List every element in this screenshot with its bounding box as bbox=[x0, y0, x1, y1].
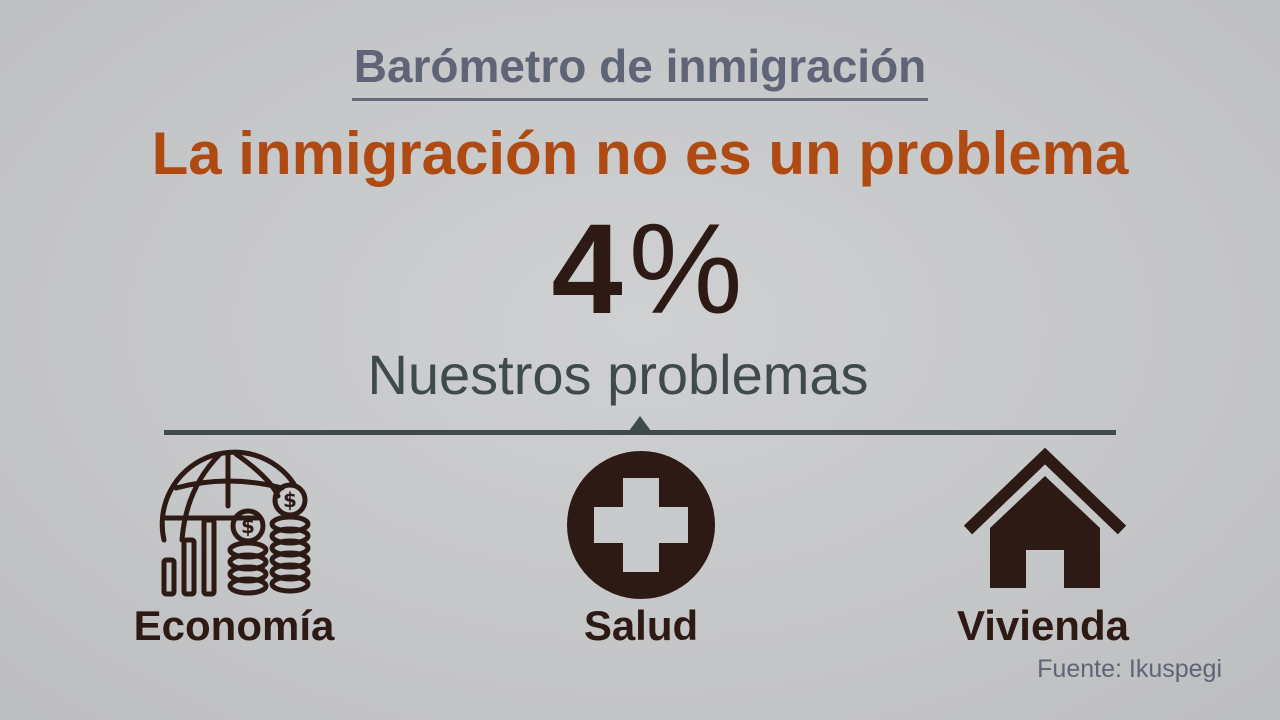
subheading: Nuestros problemas bbox=[367, 343, 869, 406]
stat-unit: % bbox=[628, 198, 743, 341]
barometer-heading: Barómetro de inmigración bbox=[0, 40, 1280, 101]
house-icon bbox=[962, 448, 1128, 592]
category-label-housing: Vivienda bbox=[957, 602, 1129, 649]
stat-number: 4 bbox=[551, 198, 623, 341]
category-label-health: Salud bbox=[583, 602, 699, 649]
svg-text:$: $ bbox=[283, 488, 297, 512]
headline: La inmigración no es un problema bbox=[151, 120, 1129, 187]
health-cross-icon bbox=[566, 450, 716, 600]
stat-percentage: 4% bbox=[0, 205, 1280, 335]
divider-line bbox=[164, 430, 1116, 435]
svg-text:$: $ bbox=[241, 514, 255, 538]
source-credit: Fuente: Ikuspegi bbox=[1037, 655, 1222, 683]
barometer-heading-text: Barómetro de inmigración bbox=[351, 40, 929, 101]
divider-notch bbox=[629, 416, 651, 431]
category-label-economy: Economía bbox=[133, 602, 335, 649]
economy-icon: $ $ bbox=[158, 448, 314, 598]
